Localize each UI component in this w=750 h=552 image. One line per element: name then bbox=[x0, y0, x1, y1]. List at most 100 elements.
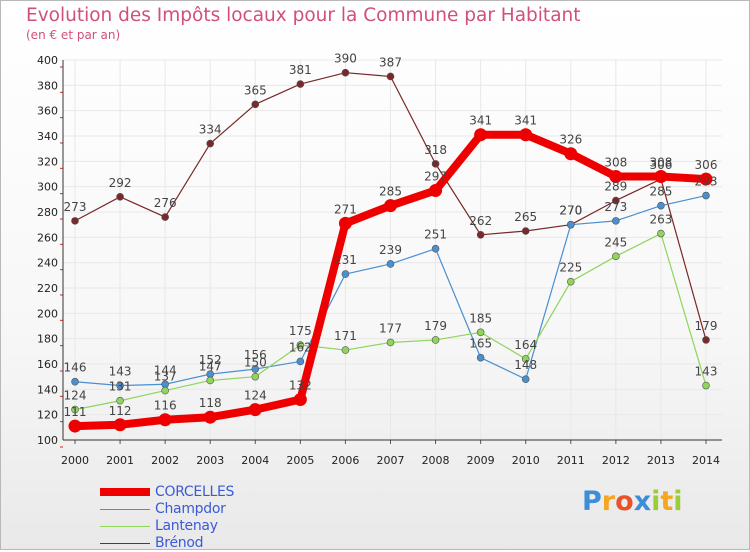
logo-letter: i bbox=[673, 486, 683, 517]
data-point bbox=[296, 341, 305, 349]
data-point bbox=[657, 229, 665, 238]
data-label: 175 bbox=[289, 324, 312, 338]
data-point bbox=[206, 139, 215, 148]
data-label: 124 bbox=[244, 389, 267, 403]
data-point bbox=[564, 147, 578, 161]
data-label: 387 bbox=[379, 55, 402, 69]
logo-letter: r bbox=[601, 486, 616, 517]
data-label: 318 bbox=[424, 143, 447, 157]
data-point bbox=[161, 213, 169, 221]
data-point bbox=[702, 381, 710, 390]
data-label: 144 bbox=[154, 363, 177, 377]
data-point bbox=[116, 396, 124, 405]
data-label: 131 bbox=[109, 380, 132, 394]
data-label: 143 bbox=[695, 365, 718, 379]
data-point bbox=[296, 80, 305, 88]
logo-letter: x bbox=[633, 486, 652, 517]
data-point bbox=[116, 381, 124, 390]
data-label: 292 bbox=[109, 176, 132, 190]
data-point bbox=[476, 231, 485, 239]
data-point bbox=[386, 260, 395, 268]
data-point bbox=[566, 277, 575, 286]
data-point bbox=[68, 419, 82, 433]
x-tick-label: 2003 bbox=[196, 454, 224, 467]
data-point bbox=[521, 355, 530, 363]
data-label: 381 bbox=[289, 63, 312, 77]
y-tick-label: 380 bbox=[37, 79, 58, 92]
data-label: 365 bbox=[244, 83, 267, 97]
y-tick-label: 220 bbox=[37, 282, 58, 295]
data-point bbox=[161, 386, 169, 395]
data-point bbox=[341, 270, 350, 278]
data-point bbox=[296, 357, 305, 366]
data-point bbox=[702, 191, 710, 200]
logo-letter: o bbox=[615, 486, 634, 517]
chart-title: Evolution des Impôts locaux pour la Comm… bbox=[26, 5, 581, 26]
data-point bbox=[116, 193, 124, 201]
data-label: 308 bbox=[604, 156, 627, 170]
data-label: 285 bbox=[379, 185, 402, 199]
x-tick-label: 2006 bbox=[331, 454, 359, 467]
data-point bbox=[251, 100, 260, 109]
data-point bbox=[476, 328, 485, 337]
data-point bbox=[431, 160, 440, 168]
data-point bbox=[293, 392, 307, 406]
legend-label: Champdor bbox=[155, 501, 226, 517]
data-point bbox=[521, 227, 530, 235]
data-point bbox=[702, 336, 710, 344]
y-tick-label: 180 bbox=[37, 333, 58, 346]
data-label: 164 bbox=[514, 338, 537, 352]
x-tick-label: 2005 bbox=[286, 454, 314, 467]
x-tick-label: 2013 bbox=[647, 454, 675, 467]
x-tick-label: 2007 bbox=[377, 454, 405, 467]
data-label: 177 bbox=[379, 321, 402, 335]
data-label: 306 bbox=[649, 158, 672, 172]
data-label: 273 bbox=[64, 200, 87, 214]
data-point bbox=[429, 183, 443, 197]
data-point bbox=[657, 201, 665, 210]
y-tick-label: 240 bbox=[37, 257, 58, 270]
data-label: 137 bbox=[154, 370, 177, 384]
data-point bbox=[521, 375, 530, 384]
y-tick-label: 200 bbox=[37, 307, 58, 320]
data-point bbox=[248, 403, 262, 417]
data-point bbox=[203, 410, 217, 424]
data-label: 152 bbox=[199, 353, 222, 367]
data-label: 225 bbox=[559, 261, 582, 275]
data-point bbox=[609, 170, 623, 184]
y-tick-label: 400 bbox=[37, 54, 58, 67]
legend-label: CORCELLES bbox=[155, 484, 235, 500]
data-point bbox=[474, 128, 488, 142]
x-tick-label: 2004 bbox=[241, 454, 269, 467]
data-label: 245 bbox=[604, 235, 627, 249]
data-label: 262 bbox=[469, 214, 492, 228]
data-label: 341 bbox=[514, 114, 537, 128]
data-point bbox=[476, 353, 485, 362]
legend-label: Lantenay bbox=[155, 518, 218, 534]
data-point bbox=[341, 68, 350, 77]
data-label: 179 bbox=[695, 319, 718, 333]
data-label: 146 bbox=[64, 361, 87, 375]
data-point bbox=[251, 372, 260, 381]
legend-swatch bbox=[100, 543, 150, 544]
data-label: 147 bbox=[199, 359, 222, 373]
y-tick-label: 140 bbox=[37, 383, 58, 396]
data-point bbox=[519, 128, 533, 142]
data-label: 171 bbox=[334, 329, 357, 343]
data-point bbox=[431, 244, 440, 253]
x-tick-label: 2009 bbox=[467, 454, 495, 467]
data-label: 116 bbox=[154, 399, 177, 413]
x-tick-label: 2011 bbox=[557, 454, 585, 467]
data-point bbox=[338, 216, 352, 230]
data-label: 289 bbox=[604, 180, 627, 194]
data-label: 111 bbox=[64, 405, 87, 419]
y-tick-label: 340 bbox=[37, 130, 58, 143]
y-tick-label: 120 bbox=[37, 409, 58, 422]
data-point bbox=[386, 338, 395, 347]
x-tick-label: 2002 bbox=[151, 454, 179, 467]
data-label: 143 bbox=[109, 365, 132, 379]
data-label: 162 bbox=[289, 340, 312, 354]
logo-letter: P bbox=[582, 486, 602, 517]
